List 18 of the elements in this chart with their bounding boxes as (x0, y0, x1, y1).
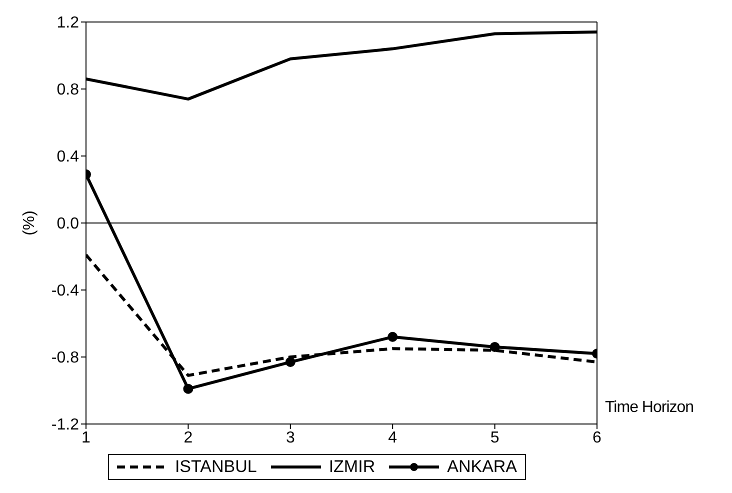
legend-label: IZMIR (328, 457, 376, 477)
x-axis-title: Time Horizon (605, 399, 694, 416)
legend-label: ISTANBUL (174, 457, 257, 477)
y-tick-label: 0.0 (56, 216, 80, 233)
y-tick-label: 0.8 (56, 82, 80, 99)
x-tick-label: 4 (388, 429, 398, 446)
y-tick-label: 1.2 (56, 14, 80, 32)
x-tick-label: 2 (184, 429, 193, 446)
x-tick-label: 6 (592, 429, 602, 446)
legend-label: ANKARA (447, 457, 518, 477)
y-axis-title: (%) (21, 210, 38, 236)
x-tick-label: 5 (490, 429, 500, 446)
x-tick-label: 1 (82, 429, 91, 446)
y-tick-label: -0.8 (51, 350, 80, 367)
y-tick-label: -1.2 (51, 416, 80, 434)
x-tick-label: 3 (286, 429, 295, 446)
y-tick-label: 0.4 (56, 148, 80, 166)
y-tick-label: -0.4 (51, 282, 80, 300)
